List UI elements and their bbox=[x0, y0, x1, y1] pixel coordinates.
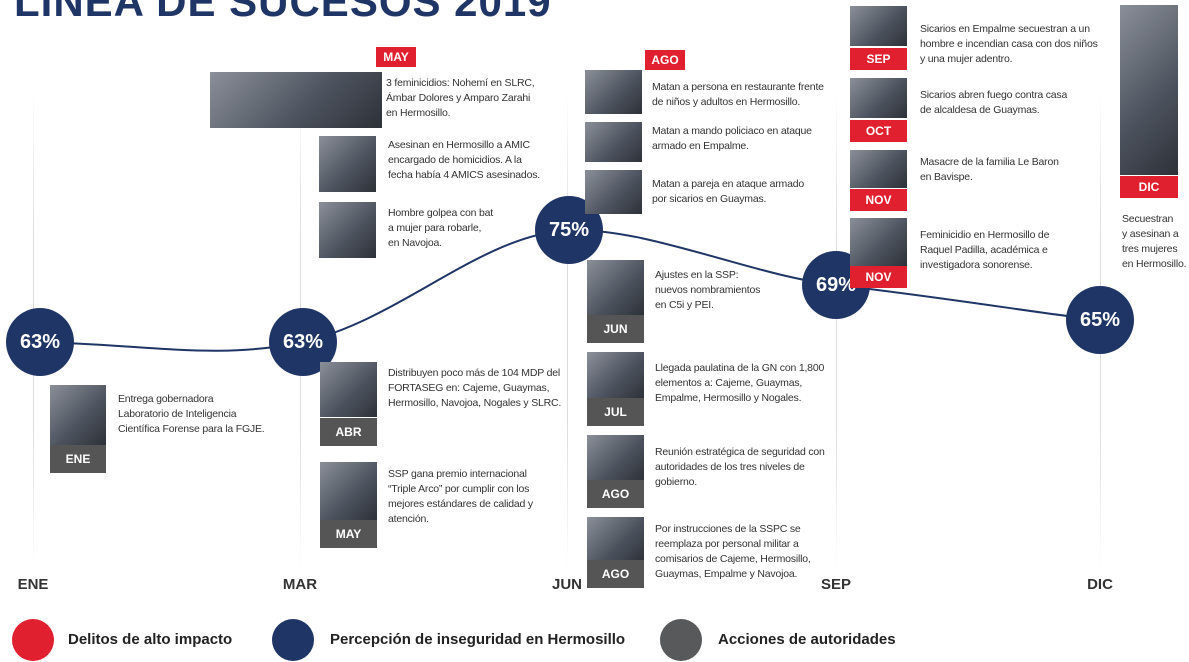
event-photo bbox=[585, 170, 642, 214]
event-text: Llegada paulatina de la GN con 1,800 bbox=[655, 361, 824, 376]
event-text: Matan a mando policiaco en ataque bbox=[652, 124, 812, 139]
event-photo bbox=[850, 218, 907, 266]
event-text: reemplaza por personal militar a bbox=[655, 537, 799, 552]
event-text: encargado de homicidios. A la bbox=[388, 153, 522, 168]
event-photo bbox=[587, 435, 644, 480]
event-text: Sicarios en Empalme secuestran a un bbox=[920, 22, 1090, 37]
event-photo bbox=[585, 122, 642, 162]
event-text: Ajustes en la SSP: bbox=[655, 268, 738, 283]
event-tag: MAY bbox=[320, 520, 377, 548]
legend-label: Percepción de inseguridad en Hermosillo bbox=[330, 631, 625, 648]
event-text: Feminicidio en Hermosillo de bbox=[920, 228, 1049, 243]
event-text: Empalme, Hermosillo y Nogales. bbox=[655, 391, 801, 406]
infographic: LÍNEA DE SUCESOS 2019 ENEMARJUNSEPDIC 63… bbox=[0, 0, 1189, 662]
event-text: Sicarios abren fuego contra casa bbox=[920, 88, 1067, 103]
perception-point: 63% bbox=[6, 308, 74, 376]
event-photo bbox=[319, 136, 376, 192]
event-text: por sicarios en Guaymas. bbox=[652, 192, 766, 207]
event-text: “Triple Arco” por cumplir con los bbox=[388, 482, 529, 497]
event-text: atención. bbox=[388, 512, 429, 527]
event-text: a mujer para robarle, bbox=[388, 221, 481, 236]
event-tag: NOV bbox=[850, 189, 907, 211]
event-text: nuevos nombramientos bbox=[655, 283, 760, 298]
event-photo bbox=[850, 6, 907, 46]
event-tag: NOV bbox=[850, 266, 907, 288]
event-text: Por instrucciones de la SSPC se bbox=[655, 522, 801, 537]
event-text: y una mujer adentro. bbox=[920, 52, 1012, 67]
event-tag: MAY bbox=[376, 47, 416, 67]
event-photo bbox=[587, 352, 644, 398]
event-tag: DIC bbox=[1120, 176, 1178, 198]
event-tag: OCT bbox=[850, 120, 907, 142]
event-text: SSP gana premio internacional bbox=[388, 467, 527, 482]
event-text: Entrega gobernadora bbox=[118, 392, 213, 407]
event-text: Científica Forense para la FGJE. bbox=[118, 422, 265, 437]
event-text: armado en Empalme. bbox=[652, 139, 749, 154]
event-text: Hombre golpea con bat bbox=[388, 206, 493, 221]
event-text: Matan a pareja en ataque armado bbox=[652, 177, 804, 192]
event-text: comisarios de Cajeme, Hermosillo, bbox=[655, 552, 811, 567]
event-text: en Navojoa. bbox=[388, 236, 442, 251]
event-text: en C5i y PEI. bbox=[655, 298, 714, 313]
event-text: mejores estándares de calidad y bbox=[388, 497, 533, 512]
event-photo bbox=[320, 362, 377, 417]
event-text: autoridades de los tres niveles de bbox=[655, 460, 805, 475]
legend-swatch bbox=[272, 619, 314, 661]
event-text: en Hermosillo. bbox=[1122, 257, 1186, 272]
event-text: Hermosillo, Navojoa, Nogales y SLRC. bbox=[388, 396, 561, 411]
event-photo bbox=[319, 202, 376, 258]
event-photo bbox=[850, 150, 907, 188]
event-text: de alcaldesa de Guaymas. bbox=[920, 103, 1040, 118]
event-photo bbox=[320, 462, 377, 520]
event-text: Distribuyen poco más de 104 MDP del bbox=[388, 366, 560, 381]
event-text: investigadora sonorense. bbox=[920, 258, 1033, 273]
event-tag: SEP bbox=[850, 48, 907, 70]
event-tag: JUL bbox=[587, 398, 644, 426]
event-text: y asesinan a bbox=[1122, 227, 1179, 242]
event-tag: AGO bbox=[587, 560, 644, 588]
event-text: Secuestran bbox=[1122, 212, 1173, 227]
event-photo bbox=[585, 70, 642, 114]
event-text: Guaymas, Empalme y Navojoa. bbox=[655, 567, 797, 582]
event-text: fecha había 4 AMICS asesinados. bbox=[388, 168, 540, 183]
event-photo bbox=[587, 517, 644, 562]
event-text: 3 feminicidios: Nohemí en SLRC, bbox=[386, 76, 534, 91]
event-text: tres mujeres bbox=[1122, 242, 1177, 257]
event-text: de niños y adultos en Hermosillo. bbox=[652, 95, 800, 110]
event-text: Reunión estratégica de seguridad con bbox=[655, 445, 825, 460]
event-text: elementos a: Cajeme, Guaymas, bbox=[655, 376, 802, 391]
event-photo bbox=[587, 260, 644, 315]
legend-swatch bbox=[660, 619, 702, 661]
event-text: Asesinan en Hermosillo a AMIC bbox=[388, 138, 530, 153]
event-text: Raquel Padilla, académica e bbox=[920, 243, 1048, 258]
event-text: FORTASEG en: Cajeme, Guaymas, bbox=[388, 381, 549, 396]
event-photo bbox=[210, 72, 382, 128]
perception-point: 65% bbox=[1066, 286, 1134, 354]
event-photo bbox=[50, 385, 106, 445]
event-text: en Bavispe. bbox=[920, 170, 973, 185]
event-text: Matan a persona en restaurante frente bbox=[652, 80, 824, 95]
event-text: Laboratorio de Inteligencia bbox=[118, 407, 236, 422]
event-photo bbox=[1120, 5, 1178, 175]
event-tag: AGO bbox=[645, 50, 685, 70]
event-tag: AGO bbox=[587, 480, 644, 508]
event-text: hombre e incendian casa con dos niños bbox=[920, 37, 1098, 52]
legend-label: Acciones de autoridades bbox=[718, 631, 896, 648]
event-tag: JUN bbox=[587, 315, 644, 343]
event-text: gobierno. bbox=[655, 475, 697, 490]
event-text: en Hermosillo. bbox=[386, 106, 450, 121]
event-text: Ámbar Dolores y Amparo Zarahi bbox=[386, 91, 530, 106]
event-text: Masacre de la familia Le Baron bbox=[920, 155, 1059, 170]
legend-swatch bbox=[12, 619, 54, 661]
event-tag: ENE bbox=[50, 445, 106, 473]
legend-label: Delitos de alto impacto bbox=[68, 631, 232, 648]
event-photo bbox=[850, 78, 907, 118]
event-tag: ABR bbox=[320, 418, 377, 446]
